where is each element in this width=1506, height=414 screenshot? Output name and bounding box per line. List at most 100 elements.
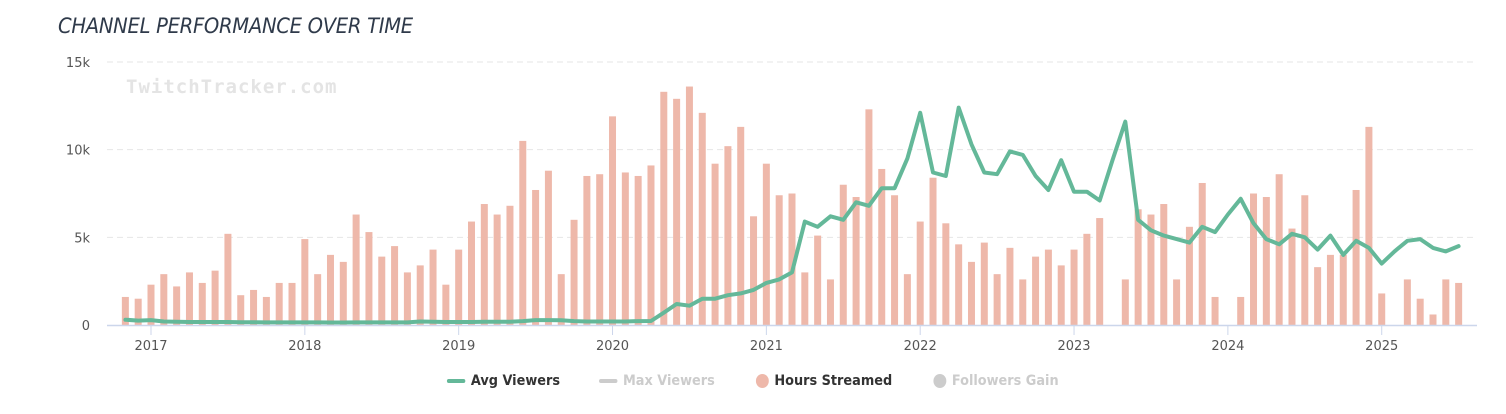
hours-streamed-bar[interactable] <box>916 221 924 325</box>
hours-streamed-bar[interactable] <box>570 219 578 325</box>
hours-streamed-bar[interactable] <box>391 246 399 325</box>
hours-streamed-bar[interactable] <box>134 298 142 325</box>
hours-streamed-bar[interactable] <box>339 261 347 325</box>
hours-streamed-bar[interactable] <box>1006 247 1014 325</box>
hours-streamed-bar[interactable] <box>532 189 540 325</box>
legend-item-avg-viewers[interactable]: Avg Viewers <box>446 373 560 389</box>
hours-streamed-bar[interactable] <box>416 265 424 325</box>
hours-streamed-bar[interactable] <box>1237 296 1245 325</box>
hours-streamed-bar[interactable] <box>1326 254 1334 325</box>
hours-streamed-bar[interactable] <box>1314 267 1322 325</box>
hours-streamed-bar[interactable] <box>262 296 270 325</box>
hours-streamed-bar[interactable] <box>878 168 886 325</box>
hours-streamed-bar[interactable] <box>326 254 334 325</box>
hours-streamed-bar[interactable] <box>647 165 655 325</box>
hours-streamed-bar[interactable] <box>814 235 822 325</box>
hours-streamed-bar[interactable] <box>237 295 245 325</box>
hours-streamed-bar[interactable] <box>775 195 783 325</box>
hours-streamed-bar[interactable] <box>801 272 809 325</box>
hours-streamed-bar[interactable] <box>314 274 322 325</box>
hours-streamed-bar[interactable] <box>1147 214 1155 325</box>
hours-streamed-bar[interactable] <box>1288 228 1296 325</box>
hours-streamed-bar[interactable] <box>1403 279 1411 325</box>
hours-streamed-bar[interactable] <box>762 163 770 325</box>
hours-streamed-bar[interactable] <box>673 98 681 325</box>
hours-streamed-bar[interactable] <box>1378 293 1386 325</box>
hours-streamed-bar[interactable] <box>980 242 988 325</box>
hours-streamed-bar[interactable] <box>160 274 168 325</box>
hours-streamed-bar[interactable] <box>698 112 706 325</box>
hours-streamed-bar[interactable] <box>1185 226 1193 325</box>
hours-streamed-bar[interactable] <box>1442 279 1450 325</box>
hours-streamed-bar[interactable] <box>1275 174 1283 325</box>
hours-streamed-bar[interactable] <box>1365 126 1373 325</box>
hours-streamed-bar[interactable] <box>826 279 834 325</box>
hours-streamed-bar[interactable] <box>288 282 296 325</box>
legend-item-hours-streamed[interactable]: Hours Streamed <box>756 373 892 389</box>
hours-streamed-bar[interactable] <box>211 270 219 325</box>
hours-streamed-bar[interactable] <box>442 284 450 325</box>
hours-streamed-bar[interactable] <box>1070 249 1078 325</box>
hours-streamed-bar[interactable] <box>596 174 604 325</box>
hours-streamed-bar[interactable] <box>660 91 668 325</box>
hours-streamed-bar[interactable] <box>1416 298 1424 325</box>
hours-streamed-bar[interactable] <box>147 284 155 325</box>
hours-streamed-bar[interactable] <box>609 116 617 325</box>
hours-streamed-bar[interactable] <box>1134 209 1142 325</box>
hours-streamed-bar[interactable] <box>891 195 899 325</box>
hours-streamed-bar[interactable] <box>1096 218 1104 325</box>
hours-streamed-bar[interactable] <box>506 205 514 325</box>
hours-streamed-bar[interactable] <box>967 261 975 325</box>
hours-streamed-bar[interactable] <box>839 184 847 325</box>
hours-streamed-bar[interactable] <box>121 296 129 325</box>
hours-streamed-bar[interactable] <box>224 233 232 325</box>
hours-streamed-bar[interactable] <box>750 216 758 325</box>
legend-item-max-viewers[interactable]: Max Viewers <box>599 373 715 389</box>
hours-streamed-bar[interactable] <box>493 214 501 325</box>
hours-streamed-bar[interactable] <box>737 126 745 325</box>
hours-streamed-bar[interactable] <box>1121 279 1129 325</box>
hours-streamed-bar[interactable] <box>1352 189 1360 325</box>
hours-streamed-bar[interactable] <box>1429 314 1437 325</box>
hours-streamed-bar[interactable] <box>1250 193 1258 326</box>
hours-streamed-bar[interactable] <box>468 221 475 325</box>
hours-streamed-bar[interactable] <box>685 86 693 326</box>
hours-streamed-bar[interactable] <box>788 193 796 326</box>
hours-streamed-bar[interactable] <box>993 274 1001 325</box>
hours-streamed-bar[interactable] <box>929 177 937 325</box>
hours-streamed-bar[interactable] <box>955 244 963 325</box>
hours-streamed-bar[interactable] <box>1019 279 1027 325</box>
hours-streamed-bar[interactable] <box>1173 279 1181 325</box>
hours-streamed-bar[interactable] <box>634 175 642 325</box>
hours-streamed-bar[interactable] <box>1301 195 1309 325</box>
hours-streamed-bar[interactable] <box>1160 204 1168 325</box>
hours-streamed-bar[interactable] <box>1211 296 1219 325</box>
hours-streamed-bar[interactable] <box>429 249 437 325</box>
hours-streamed-bar[interactable] <box>1198 182 1206 325</box>
hours-streamed-bar[interactable] <box>1455 282 1463 325</box>
hours-streamed-bar[interactable] <box>173 286 181 325</box>
hours-streamed-bar[interactable] <box>724 146 732 325</box>
hours-streamed-bar[interactable] <box>621 172 629 325</box>
hours-streamed-bar[interactable] <box>903 274 911 325</box>
hours-streamed-bar[interactable] <box>403 272 411 325</box>
avg-viewers-line[interactable] <box>123 105 1461 325</box>
hours-streamed-bar[interactable] <box>852 197 860 325</box>
hours-streamed-bar[interactable] <box>865 109 873 325</box>
hours-streamed-bar[interactable] <box>1339 254 1347 325</box>
hours-streamed-bar[interactable] <box>583 175 591 325</box>
hours-streamed-bar[interactable] <box>711 163 719 325</box>
hours-streamed-bar[interactable] <box>185 272 193 325</box>
hours-streamed-bar[interactable] <box>557 274 565 325</box>
hours-streamed-bar[interactable] <box>275 282 283 325</box>
hours-streamed-bar[interactable] <box>378 256 386 325</box>
hours-streamed-bar[interactable] <box>1032 256 1040 325</box>
hours-streamed-bar[interactable] <box>455 249 463 325</box>
hours-streamed-bar[interactable] <box>480 204 488 325</box>
hours-streamed-bar[interactable] <box>1057 265 1065 325</box>
hours-streamed-bar[interactable] <box>365 232 373 325</box>
hours-streamed-bar[interactable] <box>301 239 309 325</box>
hours-streamed-bar[interactable] <box>519 140 527 325</box>
hours-streamed-bar[interactable] <box>1083 233 1091 325</box>
hours-streamed-bar[interactable] <box>1044 249 1052 325</box>
